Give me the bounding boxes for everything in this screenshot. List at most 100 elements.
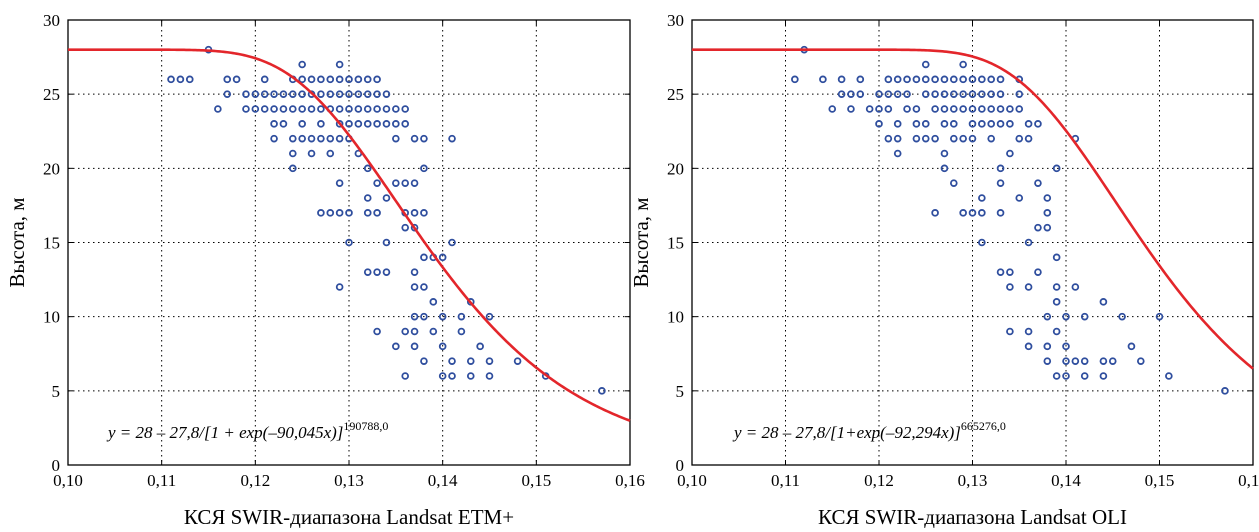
data-point — [1080, 372, 1089, 380]
data-point — [326, 134, 335, 143]
data-point — [903, 75, 911, 84]
data-point — [921, 120, 930, 128]
data-point — [382, 120, 391, 128]
data-point — [884, 134, 893, 143]
data-point — [940, 120, 949, 128]
data-point — [420, 209, 428, 217]
data-point — [401, 120, 410, 128]
data-point — [279, 105, 288, 113]
y-axis-title: Высота, м — [629, 197, 653, 287]
data-point — [959, 60, 967, 69]
data-point — [420, 253, 428, 262]
data-point — [335, 60, 344, 69]
data-point — [251, 105, 260, 113]
data-point — [1006, 120, 1014, 128]
data-point — [856, 90, 865, 98]
data-point — [912, 105, 921, 113]
data-point — [363, 75, 372, 84]
y-tick-label: 0 — [676, 456, 685, 475]
data-point — [307, 75, 316, 84]
data-point — [466, 357, 475, 365]
data-point — [298, 75, 306, 84]
data-point — [949, 90, 958, 98]
data-point — [335, 105, 344, 113]
data-point — [978, 75, 986, 84]
data-point — [959, 90, 967, 98]
y-tick-label: 5 — [676, 382, 685, 401]
data-point — [232, 75, 241, 84]
x-tick-label: 0,14 — [1051, 471, 1081, 490]
data-point — [1024, 120, 1033, 128]
x-axis-title: КСЯ SWIR-диапазона Landsat ETM+ — [184, 505, 514, 529]
data-point — [847, 105, 855, 113]
x-tick-label: 0,13 — [334, 471, 364, 490]
data-point — [884, 75, 893, 84]
data-point — [288, 90, 297, 98]
data-point — [1006, 327, 1014, 336]
data-point — [996, 90, 1005, 98]
data-point — [410, 312, 419, 321]
data-point — [1080, 312, 1089, 321]
data-point — [373, 327, 381, 336]
y-tick-label: 10 — [667, 308, 684, 327]
data-point — [1221, 387, 1229, 395]
data-point — [288, 105, 297, 113]
data-point — [317, 120, 325, 128]
data-point — [819, 75, 827, 84]
data-point — [1043, 342, 1052, 351]
data-point — [921, 60, 930, 69]
x-tick-label: 0,12 — [864, 471, 894, 490]
data-point — [1052, 283, 1061, 291]
data-point — [307, 149, 316, 158]
scatter-points — [791, 45, 1229, 395]
data-point — [1099, 298, 1108, 306]
data-point — [987, 134, 995, 143]
data-point — [978, 238, 986, 247]
data-point — [466, 372, 475, 380]
data-point — [448, 372, 456, 380]
data-point — [382, 268, 391, 276]
data-point — [1006, 149, 1014, 158]
data-point — [317, 105, 325, 113]
data-point — [167, 75, 175, 84]
fit-equation-main: y = 28 – 27,8/[1+exp(–92,294x)] — [732, 423, 961, 442]
y-tick-label: 20 — [43, 159, 60, 178]
data-point — [382, 90, 391, 98]
data-point — [940, 164, 949, 173]
data-point — [1099, 357, 1108, 365]
data-point — [875, 105, 883, 113]
y-tick-label: 25 — [43, 85, 60, 104]
data-point — [949, 134, 958, 143]
data-point — [345, 209, 353, 217]
data-point — [1052, 327, 1061, 336]
data-point — [363, 209, 372, 217]
y-tick-label: 0 — [52, 456, 61, 475]
data-point — [382, 194, 391, 202]
data-point — [410, 179, 419, 187]
data-point — [996, 105, 1005, 113]
data-point — [968, 134, 977, 143]
data-point — [420, 134, 428, 143]
data-point — [326, 149, 335, 158]
y-tick-label: 25 — [667, 85, 684, 104]
data-point — [317, 90, 325, 98]
data-point — [223, 90, 232, 98]
data-point — [448, 134, 456, 143]
data-point — [987, 120, 995, 128]
data-point — [485, 372, 494, 380]
data-point — [968, 209, 977, 217]
data-point — [893, 90, 902, 98]
data-point — [978, 105, 986, 113]
x-tick-label: 0,11 — [771, 471, 800, 490]
data-point — [903, 105, 911, 113]
data-point — [931, 209, 939, 217]
data-point — [903, 90, 911, 98]
data-point — [996, 268, 1005, 276]
data-point — [1024, 238, 1033, 247]
data-point — [1052, 298, 1061, 306]
data-point — [978, 120, 986, 128]
data-point — [837, 75, 846, 84]
data-point — [893, 149, 902, 158]
data-point — [1043, 209, 1052, 217]
data-point — [1034, 223, 1042, 232]
